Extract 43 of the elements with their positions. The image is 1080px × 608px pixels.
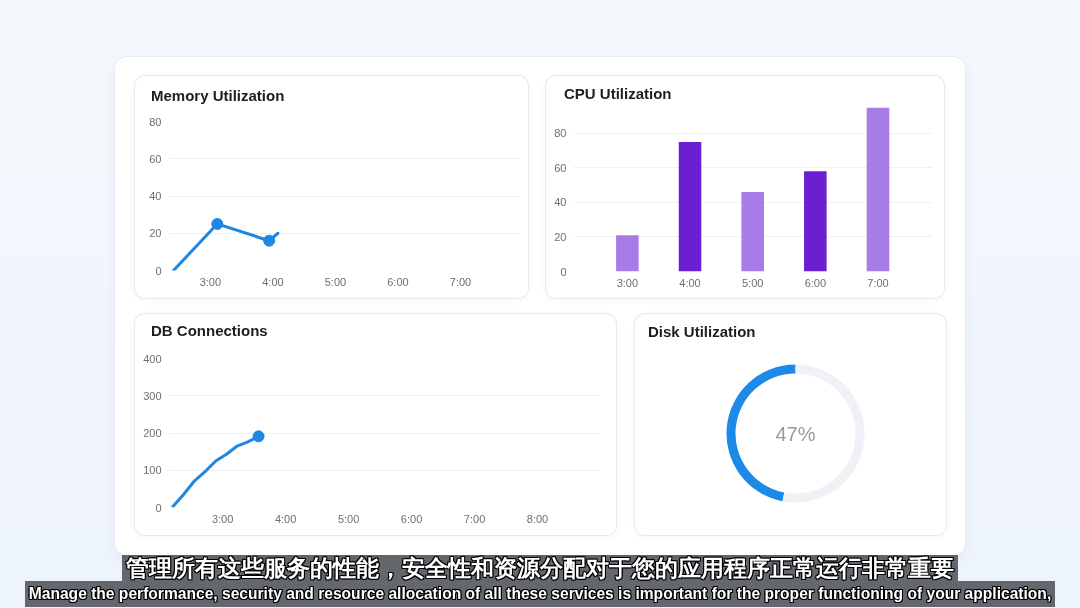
text: Manage the performance, security and resource allocation of all these services is important for the proper functioning of your application, [24,581,1056,607]
x-tick-label: 6:00 [387,275,409,288]
x-tick-label: 5:00 [324,275,347,288]
y-tick-label: 0 [155,501,162,514]
text: 47% [775,422,816,445]
x-tick-label: 4:00 [679,276,701,289]
y-tick-label: 100 [143,464,162,477]
x-tick-label: 4:00 [262,275,284,288]
y-tick-label: 40 [149,190,162,202]
y-tick-label: 40 [554,196,567,209]
bar [741,192,764,272]
x-tick-label: 5:00 [337,512,360,525]
y-tick-label: 80 [554,127,567,140]
x-tick-label: 3:00 [211,512,234,525]
x-tick-label: 5:00 [741,276,764,289]
x-tick-label: 7:00 [867,276,889,289]
x-tick-label: 3:00 [616,276,639,289]
x-tick-label: 6:00 [400,512,423,525]
chart-title: Disk Utilization [648,322,756,342]
bar [804,171,827,272]
x-tick-label: 4:00 [274,512,297,525]
chart-title: DB Connections [151,321,268,341]
chart-title: CPU Utilization [564,84,672,104]
y-tick-label: 0 [560,265,567,278]
bar [616,235,639,272]
bar [678,142,702,272]
x-tick-label: 7:00 [463,512,486,525]
y-tick-label: 60 [554,161,567,174]
x-tick-label: 8:00 [526,512,549,525]
y-tick-label: 0 [155,264,162,277]
y-tick-label: 400 [143,352,162,365]
bar [866,107,890,272]
y-tick-label: 20 [554,230,567,243]
chart-title: Memory Utilization [151,86,285,106]
y-tick-label: 60 [149,152,162,165]
x-tick-label: 3:00 [199,275,222,288]
x-tick-label: 6:00 [804,276,827,289]
y-tick-label: 20 [149,227,162,240]
x-tick-label: 7:00 [449,275,472,288]
y-tick-label: 80 [149,115,162,128]
text: 管理所有这些服务的性能，安全性和资源分配对于您的应用程序正常运行非常重要 [121,555,958,581]
y-tick-label: 200 [143,427,162,439]
y-tick-label: 300 [143,389,162,402]
